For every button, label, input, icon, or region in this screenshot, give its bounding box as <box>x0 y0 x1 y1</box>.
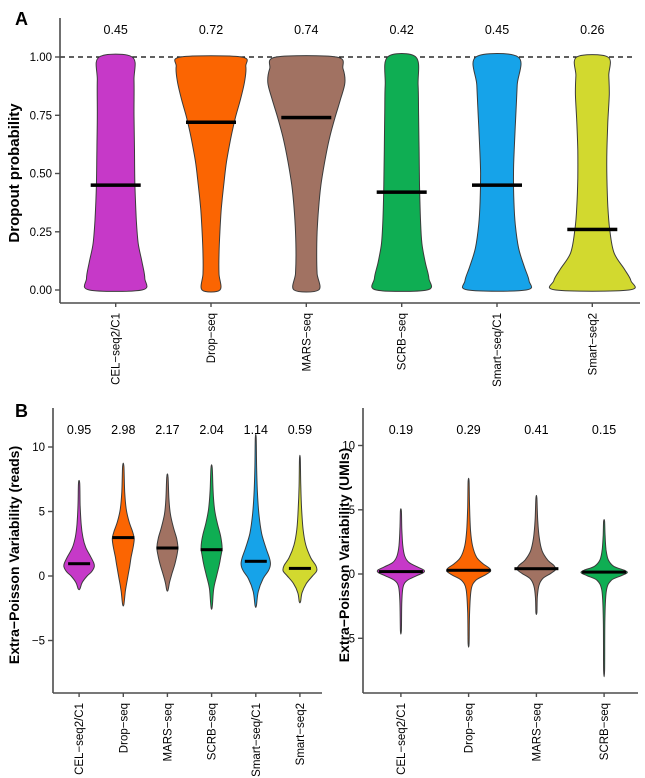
violin-drop-seq <box>111 462 135 607</box>
dropout-y-axis-title: Dropout probability <box>6 103 23 243</box>
epv_reads-y-axis-title: Extra−Poisson Variability (reads) <box>6 446 22 664</box>
median-bar-drop-seq <box>186 120 236 124</box>
y-tick-label: 1.00 <box>30 52 52 64</box>
y-tick-label: 10 <box>32 442 45 454</box>
median-value-label-cel-seq2-c1: 0.45 <box>104 23 128 37</box>
violin-scrb-seq <box>371 52 433 292</box>
y-tick-label: −5 <box>342 633 355 645</box>
violin-smart-seq-c1 <box>461 52 533 292</box>
median-bar-mars-seq <box>514 567 559 571</box>
median-bar-mars-seq <box>281 115 332 120</box>
median-value-label-mars-seq: 2.17 <box>155 423 179 437</box>
x-tick-label-scrb-seq: SCRB−seq <box>599 703 611 760</box>
violin-mars-seq <box>267 55 346 293</box>
dropout-y-axis: 0.00 0.25 0.50 0.75 1.00 <box>30 18 61 303</box>
x-tick-label-mars-seq: MARS−seq <box>162 703 174 761</box>
violin-smart-seq2 <box>548 54 636 292</box>
epv_reads-y-axis: −5 0 5 10 <box>32 408 54 693</box>
y-tick-label: 0 <box>349 569 355 581</box>
x-tick-label-cel-seq2-c1: CEL−seq2/C1 <box>74 703 86 775</box>
x-tick-label-cel-seq2-c1: CEL−seq2/C1 <box>111 313 123 385</box>
x-tick-label-drop-seq: Drop−seq <box>118 703 130 753</box>
epv_umis-chart: 0.19 0.29 0.41 0.15 −5 0 5 10 CEL−seq2/C1 Drop−se… <box>336 408 638 775</box>
epv_reads-chart: 0.95 2.98 2.17 2.04 1.14 0.59 −5 0 5 10 CEL−seq2/C… <box>6 408 322 777</box>
median-value-label-cel-seq2-c1: 0.19 <box>389 423 413 437</box>
violin-scrb-seq <box>200 464 223 610</box>
median-value-label-smart-seq-c1: 1.14 <box>244 423 268 437</box>
y-tick-label: −5 <box>32 636 45 648</box>
violin-drop-seq <box>446 477 492 648</box>
median-bar-smart-seq-c1 <box>244 559 267 563</box>
x-tick-label-smart-seq-c1: Smart−seq/C1 <box>492 313 504 387</box>
violin-scrb-seq <box>580 519 628 678</box>
y-tick-label: 0 <box>39 571 45 583</box>
y-tick-label: 0.50 <box>30 169 52 181</box>
x-tick-label-scrb-seq: SCRB−seq <box>207 703 219 760</box>
median-bar-drop-seq <box>446 568 491 572</box>
median-bar-scrb-seq <box>582 570 627 574</box>
median-bar-scrb-seq <box>376 190 427 194</box>
epv_umis-y-axis-title: Extra−Poisson Variability (UMIs) <box>336 448 352 662</box>
median-value-label-scrb-seq: 2.04 <box>199 423 223 437</box>
x-tick-label-scrb-seq: SCRB−seq <box>397 313 409 370</box>
dropout-chart: 0.45 0.72 0.74 0.42 0.45 0.26 0.00 0.25 0.50 0.75… <box>6 18 640 387</box>
x-tick-label-mars-seq: MARS−seq <box>531 703 543 761</box>
epv_umis-x-axis: CEL−seq2/C1 Drop−seq MARS−seq SCRB−seq <box>363 692 638 775</box>
median-bar-smart-seq-c1 <box>472 183 522 187</box>
x-tick-label-smart-seq2: Smart−seq2 <box>295 703 307 765</box>
y-tick-label: 10 <box>342 441 355 453</box>
median-value-label-smart-seq2: 0.59 <box>288 423 312 437</box>
panel-b-letter: B <box>15 401 28 421</box>
violin-cel-seq2-c1 <box>83 53 148 292</box>
y-tick-label: 0.25 <box>30 227 52 239</box>
y-tick-label: 5 <box>349 505 355 517</box>
median-value-label-cel-seq2-c1: 0.95 <box>67 423 91 437</box>
median-bar-smart-seq2 <box>567 227 618 232</box>
median-bar-cel-seq2-c1 <box>378 570 423 574</box>
violin-cel-seq2-c1 <box>63 479 95 591</box>
violin-smart-seq2 <box>282 454 318 604</box>
violin-drop-seq <box>174 55 248 293</box>
median-bar-cel-seq2-c1 <box>90 183 141 187</box>
violin-smart-seq-c1 <box>240 433 271 608</box>
median-value-label-scrb-seq: 0.42 <box>390 23 414 37</box>
y-tick-label: 0.75 <box>30 110 52 122</box>
panel-a-letter: A <box>15 9 28 29</box>
dropout-x-axis: CEL−seq2/C1 Drop−seq MARS−seq SCRB−seq Smart… <box>60 302 640 387</box>
median-value-label-drop-seq: 0.72 <box>199 23 223 37</box>
median-value-label-scrb-seq: 0.15 <box>592 423 616 437</box>
x-tick-label-drop-seq: Drop−seq <box>464 703 476 753</box>
violin-mars-seq <box>156 473 179 592</box>
epv_reads-x-axis: CEL−seq2/C1 Drop−seq MARS−seq SCRB−seq Smart… <box>53 692 322 777</box>
violin-mars-seq <box>516 494 557 615</box>
x-tick-label-drop-seq: Drop−seq <box>206 313 218 363</box>
x-tick-label-mars-seq: MARS−seq <box>301 313 313 371</box>
median-bar-mars-seq <box>156 546 179 550</box>
median-value-label-smart-seq-c1: 0.45 <box>485 23 509 37</box>
median-value-label-drop-seq: 2.98 <box>111 423 135 437</box>
median-value-label-mars-seq: 0.41 <box>524 423 548 437</box>
y-tick-label: 5 <box>39 507 45 519</box>
x-tick-label-smart-seq2: Smart−seq2 <box>587 313 599 375</box>
median-bar-drop-seq <box>112 536 135 540</box>
median-bar-smart-seq2 <box>288 566 311 570</box>
median-value-label-drop-seq: 0.29 <box>456 423 480 437</box>
epv_umis-y-axis: −5 0 5 10 <box>342 408 364 693</box>
x-tick-label-cel-seq2-c1: CEL−seq2/C1 <box>396 703 408 775</box>
y-tick-label: 0.00 <box>30 285 52 297</box>
median-bar-scrb-seq <box>200 548 223 552</box>
median-value-label-smart-seq2: 0.26 <box>580 23 604 37</box>
median-bar-cel-seq2-c1 <box>68 562 91 566</box>
median-value-label-mars-seq: 0.74 <box>294 23 318 37</box>
x-tick-label-smart-seq-c1: Smart−seq/C1 <box>251 703 263 777</box>
